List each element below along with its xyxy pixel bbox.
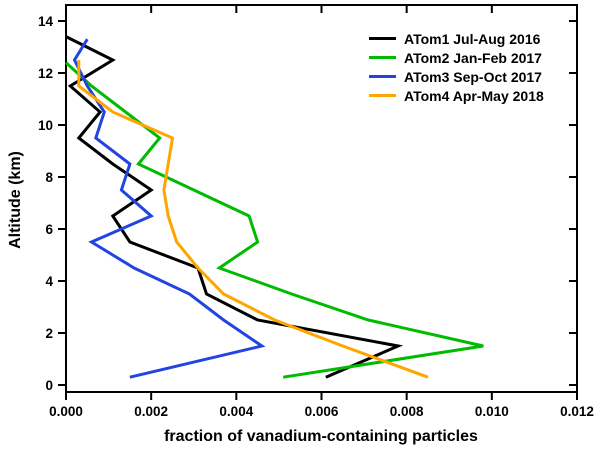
y-tick-label: 0 (45, 378, 53, 393)
y-tick-label: 6 (45, 222, 53, 237)
legend: ATom1 Jul-Aug 2016 ATom2 Jan-Feb 2017 AT… (369, 29, 544, 105)
atom1-line-swatch (369, 37, 396, 40)
series-line-atom2 (64, 61, 484, 379)
atom4-line-swatch (369, 94, 396, 97)
y-tick-label: 8 (45, 170, 53, 185)
series-line-atom4 (77, 60, 429, 379)
legend-label-atom1: ATom1 Jul-Aug 2016 (404, 30, 541, 47)
x-tick-label: 0.004 (219, 404, 253, 419)
legend-label-atom3: ATom3 Sep-Oct 2017 (404, 68, 542, 85)
x-axis-title: fraction of vanadium-containing particle… (164, 428, 478, 445)
atom3-line-swatch (369, 75, 396, 78)
atom2-line-swatch (369, 56, 396, 59)
y-tick-label: 14 (38, 14, 54, 29)
legend-item-atom2: ATom2 Jan-Feb 2017 (369, 48, 544, 67)
x-tick-label: 0.000 (49, 404, 83, 419)
legend-item-atom4: ATom4 Apr-May 2018 (369, 86, 544, 105)
series-line-atom3 (72, 38, 266, 379)
y-axis-title: Altitude (km) (7, 151, 24, 249)
x-tick-label: 0.008 (390, 404, 424, 419)
legend-item-atom3: ATom3 Sep-Oct 2017 (369, 67, 544, 86)
legend-label-atom2: ATom2 Jan-Feb 2017 (404, 49, 542, 66)
legend-item-atom1: ATom1 Jul-Aug 2016 (369, 29, 544, 48)
x-tick-label: 0.010 (475, 404, 509, 419)
legend-label-atom4: ATom4 Apr-May 2018 (404, 87, 544, 104)
y-tick-label: 12 (38, 66, 53, 81)
x-tick-label: 0.002 (134, 404, 168, 419)
y-tick-label: 10 (38, 118, 53, 133)
series-line-atom1 (65, 35, 404, 379)
x-tick-label: 0.012 (560, 404, 594, 419)
y-tick-label: 2 (45, 326, 53, 341)
x-tick-label: 0.006 (305, 404, 339, 419)
y-tick-label: 4 (45, 274, 53, 289)
